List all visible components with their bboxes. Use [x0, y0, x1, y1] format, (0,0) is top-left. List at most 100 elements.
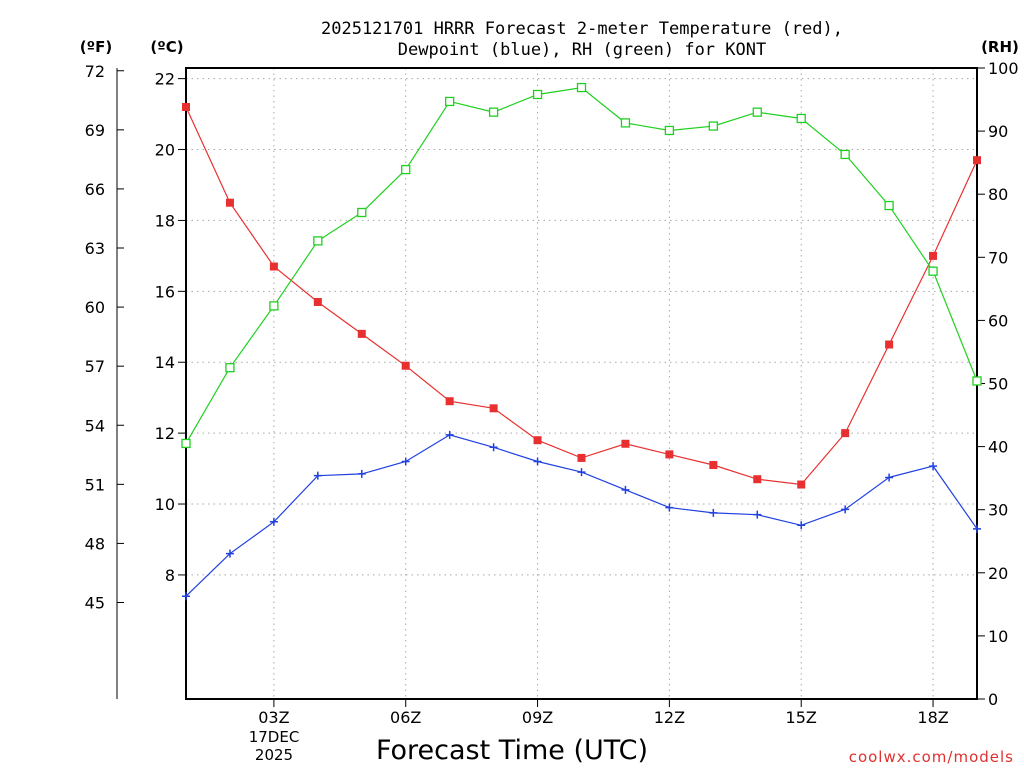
rh-unit-label: (RH)	[981, 38, 1019, 56]
temperature-point-5	[357, 329, 366, 338]
dewpoint-point-16	[841, 505, 850, 514]
celsius-unit-label: (ºC)	[150, 38, 183, 56]
rh-tick-label-70: 70	[988, 248, 1008, 267]
fahrenheit-tick-label-69: 69	[85, 121, 105, 140]
credit-text: coolwx.com/models	[849, 748, 1014, 766]
rh-point-5	[357, 207, 367, 218]
fahrenheit-unit-label: (ºF)	[80, 38, 112, 56]
temperature-point-3	[269, 262, 278, 271]
rh-point-17	[884, 200, 894, 211]
fahrenheit-tick-label-48: 48	[85, 534, 105, 553]
dewpoint-point-18	[929, 462, 938, 471]
rh-point-2	[225, 363, 235, 373]
rh-point-11	[620, 118, 631, 128]
x-tick-label-09Z: 09Z	[522, 708, 553, 727]
x-axis-title: Forecast Time (UTC)	[376, 735, 648, 766]
rh-point-13	[708, 121, 718, 131]
rh-tick-label-10: 10	[988, 627, 1008, 646]
temperature-point-16	[841, 429, 850, 438]
rh-tick-label-50: 50	[988, 375, 1008, 394]
dewpoint-point-5	[357, 469, 366, 478]
rh-point-7	[445, 96, 455, 107]
temperature-point-2	[225, 198, 234, 207]
rh-point-8	[488, 107, 499, 117]
rh-tick-label-30: 30	[988, 501, 1008, 520]
dewpoint-point-14	[753, 510, 762, 519]
dewpoint-point-10	[577, 468, 586, 477]
fahrenheit-tick-label-66: 66	[85, 180, 105, 199]
temperature-point-12	[665, 450, 674, 459]
dewpoint-point-9	[533, 457, 542, 466]
celsius-tick-label-22: 22	[155, 70, 175, 89]
celsius-tick-label-8: 8	[165, 566, 175, 585]
rh-point-6	[401, 164, 411, 175]
dewpoint-point-17	[885, 473, 894, 482]
dewpoint-point-12	[665, 503, 674, 512]
rh-tick-label-40: 40	[988, 438, 1008, 457]
fahrenheit-tick-label-54: 54	[85, 416, 105, 435]
rh-tick-label-60: 60	[988, 311, 1008, 330]
celsius-tick-label-10: 10	[155, 495, 175, 514]
celsius-tick-label-14: 14	[155, 353, 175, 372]
dewpoint-point-8	[489, 443, 498, 452]
temperature-point-17	[885, 340, 894, 349]
temperature-point-7	[445, 397, 454, 406]
x-tick-label-12Z: 12Z	[654, 708, 685, 727]
celsius-tick-label-12: 12	[155, 424, 175, 443]
rh-point-9	[532, 89, 543, 100]
fahrenheit-tick-label-45: 45	[85, 593, 105, 612]
dewpoint-point-11	[621, 485, 630, 494]
dewpoint-point-1	[182, 592, 190, 601]
date-label-line1: 17DEC	[249, 728, 300, 746]
rh-line	[185, 86, 978, 444]
temperature-point-15	[797, 480, 806, 489]
fahrenheit-tick-label-72: 72	[85, 62, 105, 81]
temperature-point-6	[401, 361, 410, 370]
dewpoint-point-2	[225, 549, 234, 558]
rh-point-12	[664, 125, 675, 136]
fahrenheit-tick-label-63: 63	[85, 239, 105, 258]
temperature-point-1	[182, 102, 190, 111]
temperature-point-19	[973, 156, 981, 165]
rh-tick-label-0: 0	[988, 690, 998, 709]
temperature-point-10	[577, 453, 586, 462]
temperature-point-18	[929, 251, 938, 260]
temperature-line	[185, 106, 978, 486]
rh-point-4	[313, 236, 323, 246]
fahrenheit-tick-label-51: 51	[85, 475, 105, 494]
dewpoint-point-6	[401, 457, 410, 466]
dewpoint-point-15	[797, 521, 806, 530]
dewpoint-point-4	[313, 471, 322, 480]
rh-point-3	[269, 301, 279, 311]
fahrenheit-tick-label-57: 57	[85, 357, 105, 376]
rh-point-15	[796, 113, 806, 124]
temperature-point-14	[753, 475, 762, 484]
rh-point-19	[972, 376, 982, 386]
rh-point-1	[181, 438, 191, 449]
rh-tick-label-80: 80	[988, 185, 1008, 204]
grid-lines	[186, 68, 977, 699]
celsius-tick-label-20: 20	[155, 141, 175, 160]
dewpoint-point-3	[269, 517, 278, 526]
rh-tick-label-90: 90	[988, 122, 1008, 141]
rh-point-14	[752, 107, 762, 117]
dewpoint-point-19	[973, 524, 981, 533]
celsius-tick-label-18: 18	[155, 211, 175, 230]
dewpoint-point-7	[445, 430, 454, 439]
temperature-point-11	[621, 439, 630, 448]
x-tick-label-03Z: 03Z	[258, 708, 289, 727]
date-label-line2: 2025	[255, 746, 293, 764]
x-tick-label-18Z: 18Z	[917, 708, 948, 727]
chart-title-line1: 2025121701 HRRR Forecast 2-meter Tempera…	[321, 19, 843, 39]
rh-tick-label-100: 100	[988, 59, 1019, 78]
temperature-point-4	[313, 297, 322, 306]
rh-point-18	[928, 266, 938, 276]
celsius-tick-label-16: 16	[155, 282, 175, 301]
chart-axes: 8 10 12 14 16 18 20 22 45 48 51 54 57 60 63 66 69 72 0 10 20…	[85, 59, 1019, 727]
temperature-point-13	[709, 461, 718, 470]
dewpoint-point-13	[709, 508, 718, 517]
temperature-point-8	[489, 404, 498, 413]
chart-title-line2: Dewpoint (blue), RH (green) for KONT	[398, 40, 766, 60]
plot-frame	[185, 67, 978, 700]
